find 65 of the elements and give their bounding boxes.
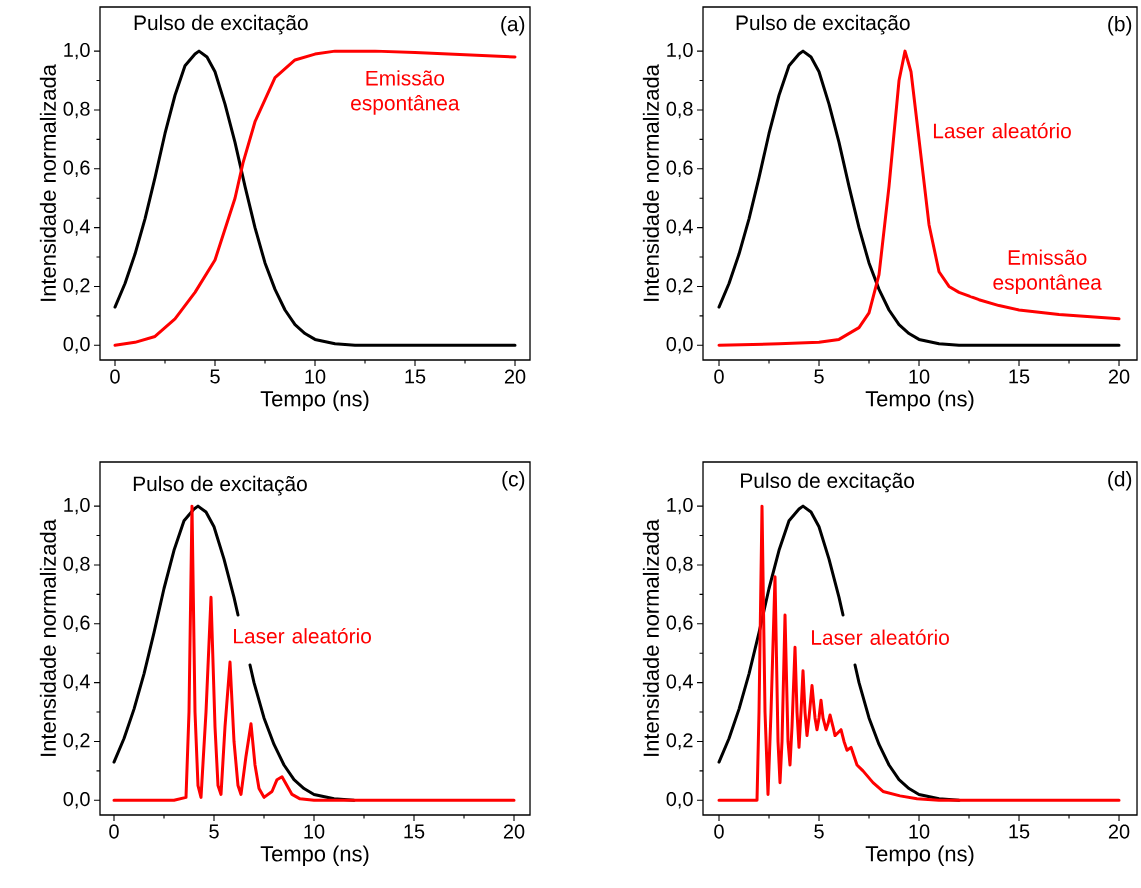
y-axis-title: Intensidade normalizada [39,519,56,756]
y-tick-label: 0,2 [63,278,90,295]
y-axis-title: Intensidade normalizada [39,64,56,301]
y-tick-label: 0,2 [666,278,693,295]
y-tick-label: 0,6 [666,615,693,633]
y-tick-label: 0,6 [63,160,90,178]
y-tick-label: 0,4 [63,219,90,236]
x-axis-title: Tempo (ns) [865,390,974,411]
x-tick-label: 5 [814,824,824,839]
annotation: Emissão espontânea [993,249,1102,294]
annotation: Pulso de excitação [134,14,308,35]
annotation: Pulso de excitação [133,475,307,496]
y-tick-label: 1,0 [64,42,90,60]
x-tick-label: 15 [1009,824,1030,839]
x-tick-label: 15 [404,824,425,839]
x-tick-label: 15 [405,369,426,384]
annotation: (c) [502,471,525,491]
y-tick-label: 1,0 [64,497,90,515]
x-axis-title: Tempo (ns) [260,845,369,866]
y-tick-label: 0,0 [63,792,90,809]
x-tick-label: 10 [909,824,930,839]
y-tick-label: 0,4 [666,219,693,236]
x-tick-label: 10 [909,369,930,384]
x-tick-label: 0 [109,824,119,839]
y-tick-label: 0,8 [63,556,90,574]
annotation: (d) [1108,471,1132,491]
x-tick-label: 10 [304,824,325,839]
x-tick-label: 20 [1108,824,1130,839]
y-tick-label: 0,6 [666,160,693,178]
annotation: Laser aleatório [812,629,949,645]
y-axis-title: Intensidade normalizada [642,64,659,301]
y-tick-label: 0,8 [666,556,693,574]
x-axis-title: Tempo (ns) [260,390,369,411]
y-tick-label: 0,4 [63,674,90,691]
y-tick-label: 1,0 [667,42,693,60]
y-tick-label: 0,2 [63,733,90,750]
annotation: Pulso de excitação [736,14,910,35]
x-tick-label: 15 [1009,369,1030,384]
x-tick-label: 20 [504,369,526,384]
y-tick-label: 0,8 [63,101,90,119]
x-tick-label: 20 [1108,369,1130,384]
y-axis-title: Intensidade normalizada [642,519,659,756]
x-tick-label: 5 [814,369,824,384]
annotation: Emissão espontânea [351,70,460,115]
x-tick-label: 5 [210,369,220,384]
y-tick-label: 0,0 [666,792,693,809]
annotation: Pulso de excitação [741,472,915,493]
x-tick-label: 0 [714,824,724,839]
annotation: Laser aleatório [933,122,1071,139]
x-axis-title: Tempo (ns) [865,845,974,866]
x-tick-label: 0 [714,369,724,384]
annotation: (b) [1108,16,1132,36]
x-tick-label: 5 [209,824,219,839]
x-tick-label: 10 [305,369,326,384]
x-tick-label: 0 [110,369,120,384]
annotation: (a) [501,16,525,36]
x-tick-label: 20 [503,824,525,839]
y-tick-label: 0,8 [666,101,693,119]
annotation: Laser aleatório [234,627,371,644]
y-tick-label: 0,0 [666,337,693,354]
y-tick-label: 0,4 [666,674,693,691]
y-tick-label: 0,0 [63,337,90,354]
y-tick-label: 1,0 [667,497,693,515]
y-tick-label: 0,2 [666,733,693,750]
y-tick-label: 0,6 [63,615,90,633]
